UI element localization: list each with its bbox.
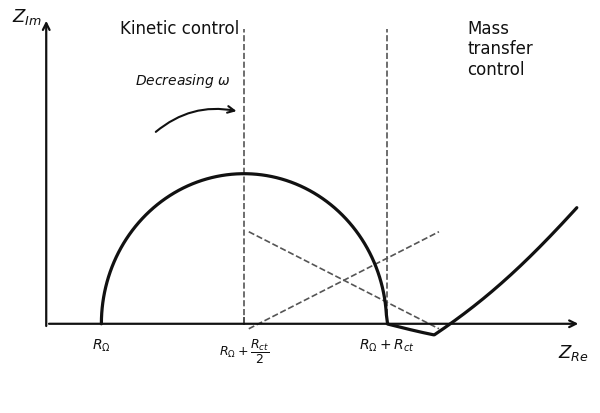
Text: Kinetic control: Kinetic control	[121, 19, 239, 38]
Text: $Z_{Im}$: $Z_{Im}$	[11, 7, 41, 27]
Text: $R_{\Omega}+R_{ct}$: $R_{\Omega}+R_{ct}$	[359, 337, 415, 354]
Text: $R_{\Omega}+\dfrac{R_{ct}}{2}$: $R_{\Omega}+\dfrac{R_{ct}}{2}$	[219, 337, 269, 365]
Text: $Z_{Re}$: $Z_{Re}$	[558, 342, 589, 362]
Text: Mass
transfer
control: Mass transfer control	[467, 19, 533, 79]
Text: $R_{\Omega}$: $R_{\Omega}$	[92, 337, 110, 354]
Text: Decreasing $\omega$: Decreasing $\omega$	[134, 71, 230, 90]
